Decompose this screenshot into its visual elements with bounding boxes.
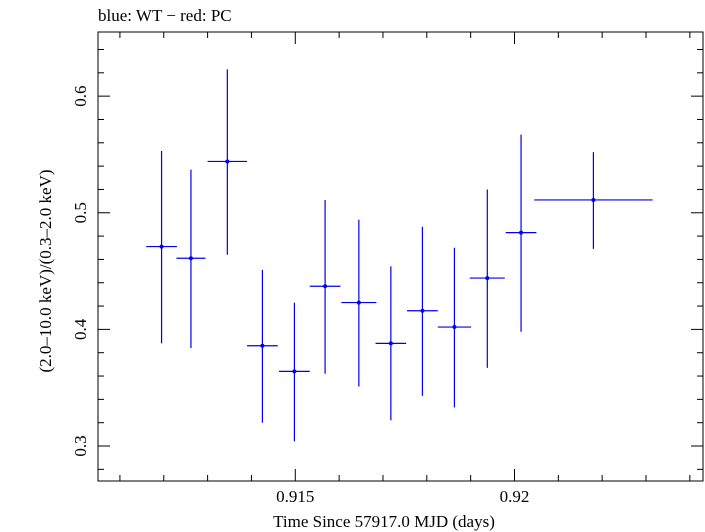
chart-title: blue: WT − red: PC — [98, 6, 232, 25]
y-axis-label: (2.0–10.0 keV)/(0.3–2.0 keV) — [36, 169, 55, 372]
x-tick-label: 0.92 — [500, 487, 530, 506]
data-point — [225, 159, 230, 164]
data-point — [188, 256, 193, 261]
y-tick-label: 0.5 — [71, 202, 90, 223]
data-point — [519, 230, 524, 235]
axis-ticks — [98, 32, 703, 481]
y-tick-label: 0.3 — [71, 435, 90, 456]
data-point — [452, 325, 457, 330]
data-point — [260, 343, 265, 348]
data-point — [323, 284, 328, 289]
data-point — [159, 244, 164, 249]
data-point — [356, 300, 361, 305]
plot-frame — [97, 31, 704, 482]
data-point — [485, 276, 490, 281]
y-tick-label: 0.4 — [71, 318, 90, 340]
data-point — [591, 197, 596, 202]
data-point — [292, 369, 297, 374]
x-tick-label: 0.915 — [276, 487, 314, 506]
data-point — [420, 308, 425, 313]
data-point — [388, 341, 393, 346]
x-axis-label: Time Since 57917.0 MJD (days) — [273, 512, 495, 531]
data-points — [146, 69, 653, 442]
tick-labels: 0.915 0.92 0.3 0.4 0.5 0.6 — [71, 86, 529, 506]
y-tick-label: 0.6 — [71, 86, 90, 107]
